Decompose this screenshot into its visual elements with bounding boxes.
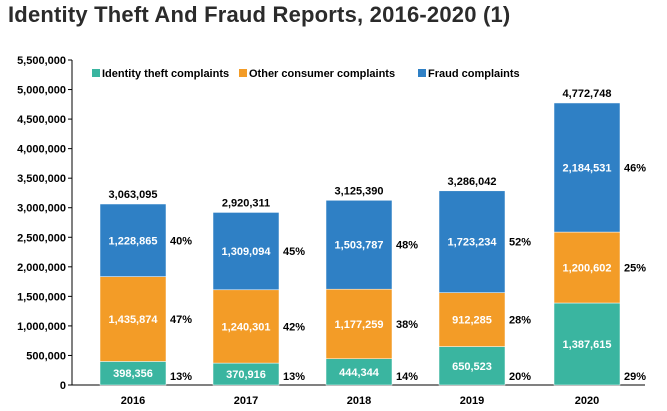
- x-tick-label: 2016: [121, 395, 145, 407]
- y-tick-label: 1,500,000: [17, 291, 66, 303]
- y-tick-label: 0: [60, 380, 66, 392]
- y-tick-label: 5,500,000: [17, 55, 66, 67]
- segment-value-label: 2,184,531: [563, 163, 612, 175]
- bar-segment: [325, 358, 393, 386]
- segment-value-label: 1,240,301: [222, 321, 271, 333]
- segment-percent-label: 25%: [624, 263, 646, 275]
- segment-percent-label: 48%: [396, 240, 418, 252]
- bar-segment: [438, 346, 506, 386]
- bar-segment: [212, 212, 280, 291]
- legend-swatch: [239, 69, 247, 77]
- bar-segment: [438, 190, 506, 293]
- bar-segment: [438, 292, 506, 347]
- legend-label: Fraud complaints: [428, 68, 520, 80]
- segment-percent-label: 13%: [170, 371, 192, 383]
- bar-segment: [212, 289, 280, 364]
- y-tick-label: 4,500,000: [17, 114, 66, 126]
- bar-total-label: 3,125,390: [335, 185, 384, 197]
- segment-percent-label: 13%: [283, 371, 305, 383]
- segment-value-label: 1,503,787: [335, 240, 384, 252]
- x-tick-label: 2020: [575, 395, 599, 407]
- segment-value-label: 1,200,602: [563, 263, 612, 275]
- y-tick-label: 500,000: [26, 350, 66, 362]
- x-tick-label: 2018: [347, 395, 371, 407]
- segment-value-label: 1,435,874: [109, 314, 159, 326]
- segment-value-label: 370,916: [226, 369, 266, 381]
- y-tick-label: 3,500,000: [17, 173, 66, 185]
- bar-total-label: 3,286,042: [448, 176, 497, 188]
- segment-value-label: 1,309,094: [222, 246, 272, 258]
- x-tick-label: 2019: [460, 395, 484, 407]
- segment-value-label: 650,523: [452, 361, 492, 373]
- bar-segment: [325, 288, 393, 359]
- segment-percent-label: 45%: [283, 246, 305, 258]
- segment-percent-label: 38%: [396, 319, 418, 331]
- segment-percent-label: 40%: [170, 235, 192, 247]
- segment-value-label: 1,228,865: [109, 235, 158, 247]
- segment-percent-label: 29%: [624, 371, 646, 383]
- bar-segment: [325, 200, 393, 290]
- bar-total-label: 3,063,095: [109, 189, 158, 201]
- y-tick-label: 4,000,000: [17, 144, 66, 156]
- segment-percent-label: 47%: [170, 314, 192, 326]
- segment-value-label: 398,356: [113, 368, 153, 380]
- bar-segment: [99, 203, 167, 277]
- segment-percent-label: 42%: [283, 321, 305, 333]
- bar-total-label: 4,772,748: [563, 88, 612, 100]
- segment-percent-label: 46%: [624, 163, 646, 175]
- bar-total-label: 2,920,311: [222, 197, 270, 209]
- y-tick-label: 2,000,000: [17, 262, 66, 274]
- y-tick-label: 5,000,000: [17, 85, 66, 97]
- y-tick-label: 2,500,000: [17, 232, 66, 244]
- segment-percent-label: 28%: [509, 315, 531, 327]
- x-tick-label: 2017: [234, 395, 258, 407]
- chart-title: Identity Theft And Fraud Reports, 2016-2…: [8, 2, 511, 27]
- segment-value-label: 1,723,234: [448, 237, 498, 249]
- y-tick-label: 1,000,000: [17, 321, 66, 333]
- legend-swatch: [92, 69, 100, 77]
- bar-segment: [99, 276, 167, 362]
- segment-value-label: 1,387,615: [563, 339, 612, 351]
- segment-value-label: 912,285: [452, 315, 492, 327]
- y-tick-label: 3,000,000: [17, 203, 66, 215]
- bar-segment: [553, 102, 621, 233]
- legend-swatch: [418, 69, 426, 77]
- segment-percent-label: 20%: [509, 371, 531, 383]
- segment-percent-label: 52%: [509, 237, 531, 249]
- legend-label: Other consumer complaints: [249, 68, 395, 80]
- segment-percent-label: 14%: [396, 371, 418, 383]
- legend-label: Identity theft complaints: [102, 68, 229, 80]
- segment-value-label: 444,344: [339, 367, 380, 379]
- segment-value-label: 1,177,259: [335, 319, 384, 331]
